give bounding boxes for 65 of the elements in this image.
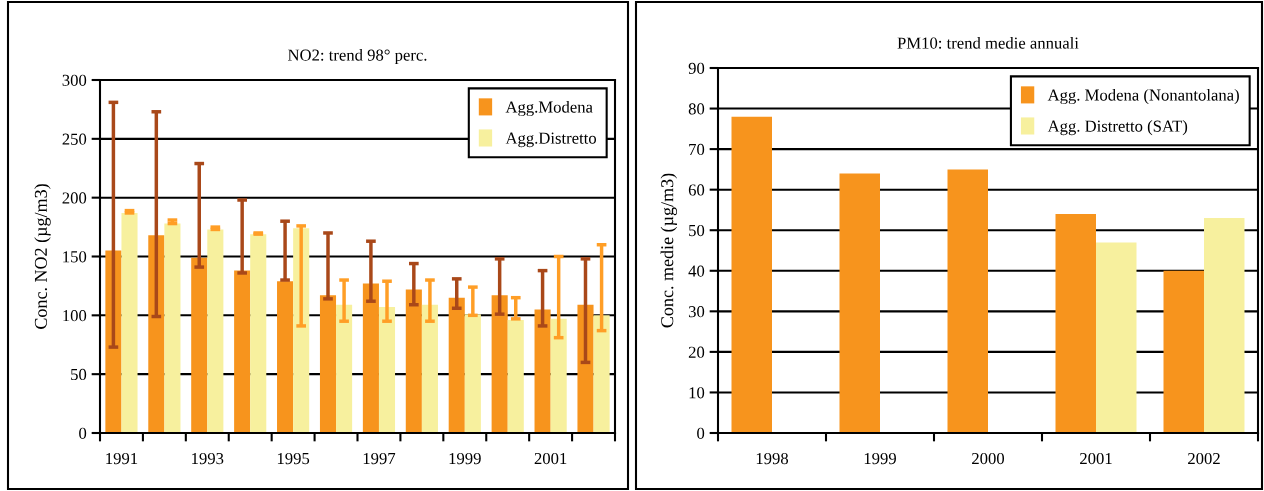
x-tick-label: 1999 (449, 452, 481, 465)
bar (336, 304, 353, 433)
bar (421, 304, 438, 433)
bar (207, 229, 224, 433)
bar (577, 304, 594, 433)
bar (1204, 218, 1245, 433)
y-tick-label: 150 (63, 251, 87, 263)
bar (362, 283, 379, 433)
y-tick-label: 70 (689, 143, 705, 156)
legend-label: Agg. Modena (Nonantolana) (1047, 88, 1239, 105)
bar (947, 169, 988, 433)
x-tick-label: 1998 (756, 452, 789, 465)
bar (1096, 242, 1137, 433)
bar (1055, 214, 1096, 433)
bar (191, 257, 208, 433)
y-tick-label: 100 (63, 310, 87, 322)
bar (319, 295, 337, 433)
y-tick-label: 250 (62, 133, 87, 145)
y-axis-title: Conc. medie (µg/m3) (660, 173, 678, 328)
x-tick-label: 1995 (277, 452, 310, 465)
y-axis-title: Conc. NO2 (µg/m3) (34, 184, 51, 329)
bar (839, 173, 880, 433)
legend-label: Agg.Modena (505, 100, 593, 117)
bar (464, 314, 481, 433)
legend-label: Agg. Distretto (SAT) (1047, 120, 1188, 136)
x-tick-label: 2001 (534, 452, 567, 465)
y-tick-label: 50 (71, 368, 87, 381)
bar (593, 315, 610, 433)
y-tick-label: 0 (697, 427, 705, 439)
bar (148, 235, 165, 433)
y-tick-label: 40 (688, 265, 705, 277)
x-tick-label: 2002 (1188, 452, 1220, 465)
x-tick-label: 1997 (363, 452, 396, 465)
y-tick-label: 30 (688, 306, 705, 318)
legend-label: Agg.Distretto (505, 132, 597, 148)
bar (164, 223, 181, 433)
x-tick-label: 2001 (1080, 452, 1112, 465)
y-tick-label: 300 (62, 74, 87, 86)
bar (507, 320, 524, 433)
x-tick-label: 2000 (972, 452, 1005, 465)
bar (731, 116, 772, 433)
y-tick-label: 50 (689, 224, 705, 237)
bar (234, 270, 251, 433)
x-tick-label: 1999 (864, 452, 896, 465)
y-tick-label: 60 (688, 184, 705, 196)
x-tick-label: 1993 (192, 452, 224, 465)
bar (491, 295, 508, 433)
y-tick-label: 20 (688, 346, 705, 358)
x-tick-label: 1991 (106, 452, 138, 465)
y-tick-label: 90 (688, 62, 705, 74)
y-tick-label: 200 (62, 192, 87, 204)
bar (1163, 270, 1204, 433)
bar (250, 234, 267, 433)
bar (550, 318, 567, 433)
bar (448, 297, 465, 433)
y-tick-label: 10 (689, 387, 705, 399)
y-tick-label: 0 (79, 427, 87, 439)
bar (405, 289, 422, 433)
bar (121, 212, 138, 433)
bar (277, 281, 294, 433)
y-tick-label: 80 (688, 103, 705, 115)
bar (378, 307, 396, 433)
bar (534, 309, 551, 433)
chart-title: PM10: trend medie annuali (897, 36, 1079, 49)
chart-title: NO2: trend 98° perc. (288, 48, 427, 65)
